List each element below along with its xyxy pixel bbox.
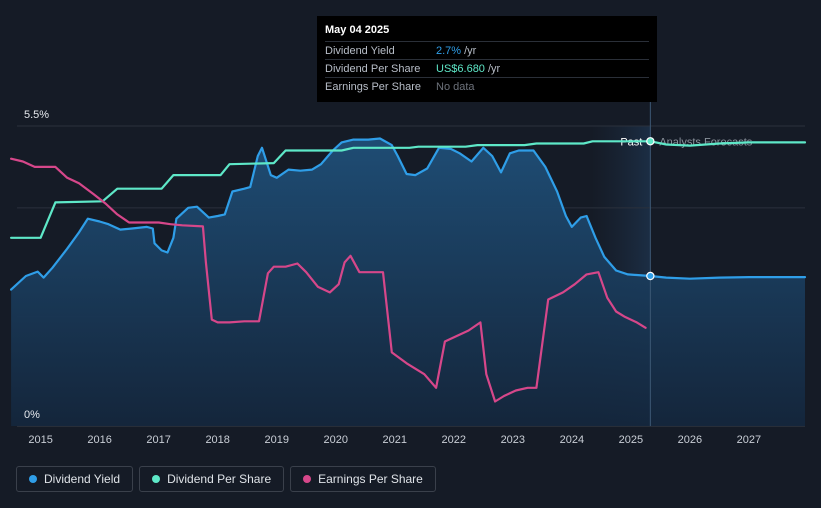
legend-label: Dividend Yield xyxy=(44,472,121,486)
legend-dot-icon xyxy=(152,475,161,483)
x-tick-label: 2027 xyxy=(737,434,761,446)
tooltip-value: 2.7% xyxy=(436,44,462,57)
tooltip-row-earnings-per-share: Earnings Per Share No data xyxy=(325,77,649,95)
x-tick-label: 2020 xyxy=(323,434,347,446)
chart-legend: Dividend Yield Dividend Per Share Earnin… xyxy=(16,466,436,492)
hover-tooltip: May 04 2025 Dividend Yield 2.7% /yr Divi… xyxy=(317,16,657,102)
x-tick-label: 2025 xyxy=(619,434,643,446)
legend-dot-icon xyxy=(303,475,312,483)
x-tick-label: 2017 xyxy=(146,434,170,446)
x-tick-label: 2023 xyxy=(501,434,525,446)
series-lines xyxy=(10,137,807,403)
earnings-per-share-line xyxy=(10,157,647,403)
legend-item-dividend-per-share[interactable]: Dividend Per Share xyxy=(139,466,285,492)
tooltip-unit: /yr xyxy=(464,44,477,57)
tooltip-value: No data xyxy=(436,80,475,93)
legend-item-dividend-yield[interactable]: Dividend Yield xyxy=(16,466,134,492)
tooltip-label: Dividend Per Share xyxy=(325,62,421,75)
legend-item-earnings-per-share[interactable]: Earnings Per Share xyxy=(290,466,436,492)
x-tick-label: 2021 xyxy=(383,434,407,446)
tooltip-label: Dividend Yield xyxy=(325,44,395,57)
tooltip-value: US$6.680 xyxy=(436,62,485,75)
dividend-yield-marker xyxy=(646,271,655,281)
dividend-chart: 5.5% 0% Past Analysts Forecasts 2015 2016… xyxy=(10,18,807,446)
y-label-bottom: 0% xyxy=(24,409,40,421)
y-label-top: 5.5% xyxy=(24,109,49,121)
x-tick-label: 2018 xyxy=(205,434,229,446)
legend-label: Dividend Per Share xyxy=(167,472,272,486)
tooltip-unit: /yr xyxy=(487,62,501,75)
tooltip-date: May 04 2025 xyxy=(325,24,390,36)
series-markers xyxy=(646,137,655,281)
x-tick-label: 2019 xyxy=(264,434,288,446)
x-tick-label: 2026 xyxy=(678,434,702,446)
x-tick-label: 2016 xyxy=(87,434,111,446)
legend-dot-icon xyxy=(29,475,37,483)
tooltip-row-dividend-yield: Dividend Yield 2.7% /yr xyxy=(325,41,649,59)
x-tick-label: 2024 xyxy=(560,434,584,446)
x-tick-label: 2022 xyxy=(442,434,466,446)
tooltip-row-dividend-per-share: Dividend Per Share US$6.680 /yr xyxy=(325,59,649,77)
x-tick-label: 2015 xyxy=(28,434,52,446)
x-axis-ticks: 2015 2016 2017 2018 2019 2020 2021 2022 2023 2024… xyxy=(28,434,761,446)
dividend-yield-area xyxy=(11,138,806,426)
dividend-per-share-line xyxy=(10,140,807,239)
dividend-per-share-marker xyxy=(646,137,655,146)
tooltip-label: Earnings Per Share xyxy=(325,80,421,93)
legend-label: Earnings Per Share xyxy=(318,472,423,486)
